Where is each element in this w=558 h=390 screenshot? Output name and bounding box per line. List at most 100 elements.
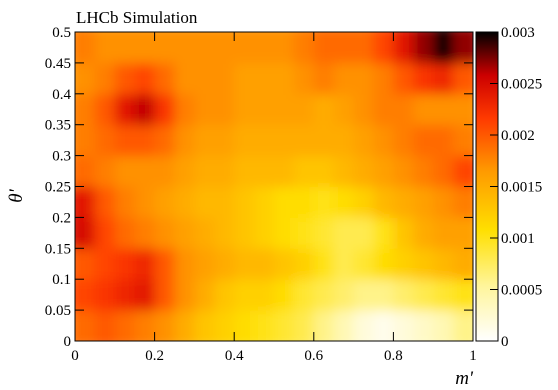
heatmap-cell [114,32,136,64]
heatmap-cell [453,186,473,218]
heatmap-cell [353,124,374,157]
heatmap-cell [274,248,295,280]
heatmap-cell [134,124,156,157]
heatmap-cell [393,310,414,341]
heatmap-cell [353,248,374,280]
heatmap-cell [413,93,434,126]
heatmap-cell [313,93,335,126]
heatmap-cell [94,124,116,157]
heatmap-cell [453,310,473,341]
heatmap-cell [393,62,414,95]
heatmap-cell [373,186,394,218]
heatmap-cell [75,248,96,280]
heatmap-cell [134,62,156,95]
heatmap-cell [393,124,414,157]
heatmap-cell [174,124,195,157]
heatmap-cell [333,279,355,311]
heatmap-cell [313,310,335,341]
heatmap-cell [293,310,315,341]
heatmap-cell [75,93,96,126]
heatmap-cell [214,124,235,157]
heatmap-cell [154,310,175,341]
heatmap-cell [293,124,315,157]
heatmap-cell [194,155,215,187]
heatmap-cell [373,32,394,64]
heatmap-cell [274,155,295,187]
heatmap-cell [214,310,235,341]
heatmap-cell [453,155,473,187]
heatmap-cell [94,32,116,64]
colorbar-tick-label: 0.0005 [501,283,542,299]
heatmap-cell [373,279,394,311]
heatmap-cell [413,62,434,95]
heatmap-cell [154,93,175,126]
heatmap-cell [353,217,374,249]
heatmap-cell [194,217,215,249]
heatmap-cell [194,32,215,64]
heatmap-cell [293,32,315,64]
heatmap-cell [134,217,156,249]
heatmap-cell [174,32,195,64]
heatmap-cell [313,186,335,218]
heatmap-cell [75,62,96,95]
colorbar-tick-label: 0.0025 [501,77,542,93]
y-tick-label: 0.2 [52,210,71,226]
heatmap-cell [94,217,116,249]
heatmap-cell [313,124,335,157]
heatmap-cell [373,248,394,280]
heatmap-cell [313,248,335,280]
heatmap-cell [214,248,235,280]
heatmap-cell [254,217,275,249]
heatmap-cell [174,155,195,187]
y-tick-label: 0.25 [45,180,71,196]
heatmap-cell [234,155,255,187]
heatmap-cell [94,155,116,187]
heatmap-cell [234,32,255,64]
heatmap-cell [154,248,175,280]
heatmap-cell [413,279,434,311]
y-axis-label: θ' [6,188,27,202]
heatmap-cell [293,155,315,187]
heatmap-cell [254,32,275,64]
heatmap-cell [393,217,414,249]
chart-title: LHCb Simulation [76,8,198,27]
heatmap-cell [353,186,374,218]
heatmap-cell [254,279,275,311]
heatmap-cell [234,62,255,95]
heatmap-cell [114,62,136,95]
colorbar-tick-label: 0 [501,334,509,350]
heatmap-cell [75,310,96,341]
heatmap-cell [413,155,434,187]
heatmap-cell [433,62,454,95]
heatmap-cell [274,124,295,157]
x-tick-label: 0.4 [225,348,244,364]
heatmap-cell [154,279,175,311]
colorbar-tick-label: 0.0015 [501,180,542,196]
heatmap-cell [134,186,156,218]
heatmap-cell [433,310,454,341]
heatmap-cell [333,93,355,126]
heatmap-cell [94,248,116,280]
heatmap-cell [353,32,374,64]
heatmap-cell [194,62,215,95]
heatmap-cell [353,310,374,341]
heatmap-cell [174,217,195,249]
heatmap-cell [433,248,454,280]
heatmap-cell [254,93,275,126]
heatmap-cell [214,32,235,64]
heatmap-cell [134,155,156,187]
heatmap-cell [293,279,315,311]
y-tick-label: 0.4 [52,87,71,103]
heatmap-cell [234,186,255,218]
heatmap-cell [413,32,434,64]
heatmap-cell [293,93,315,126]
heatmap-cell [274,62,295,95]
y-tick-label: 0 [64,334,72,350]
heatmap-cell [214,279,235,311]
y-tick-label: 0.5 [52,25,71,41]
heatmap-cell [214,93,235,126]
heatmap-cell [75,186,96,218]
heatmap-cell [313,62,335,95]
heatmap-cell [114,155,136,187]
